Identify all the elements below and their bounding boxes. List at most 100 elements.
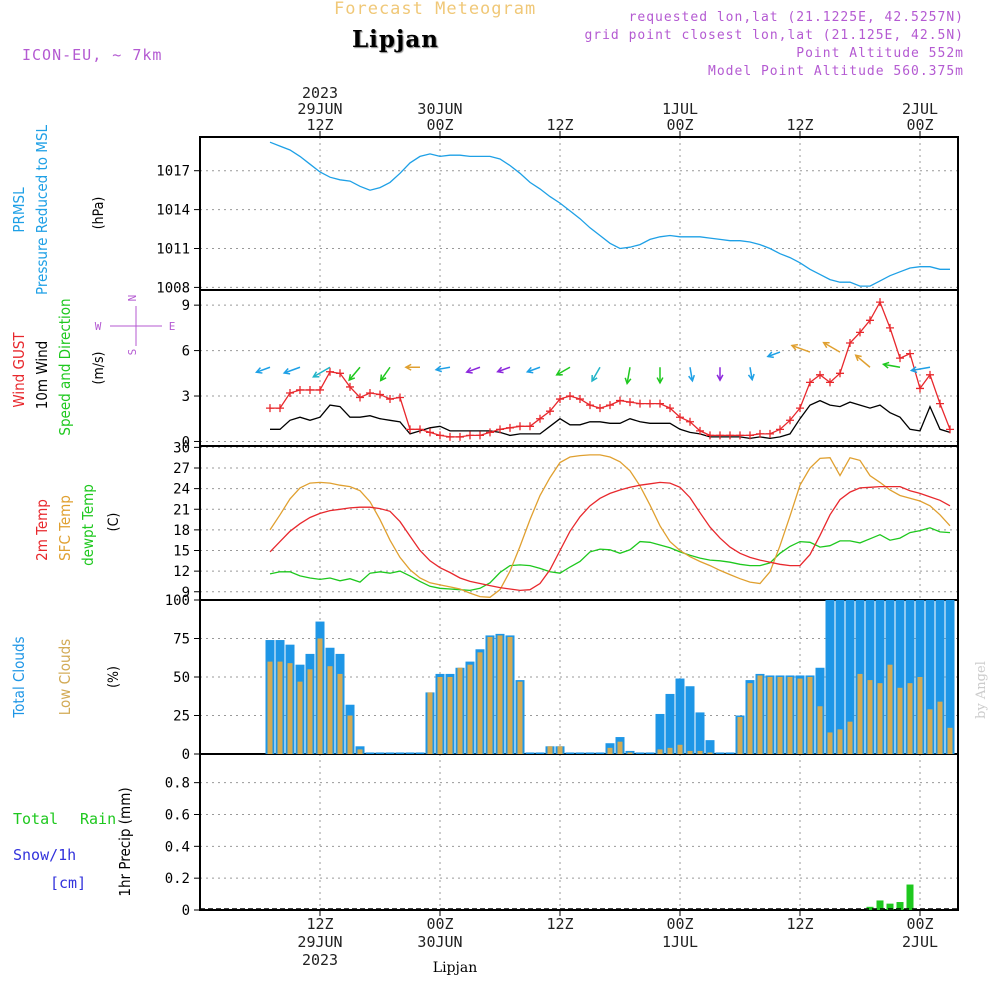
time-label-bottom: 00Z: [906, 915, 933, 933]
low-cloud-bar: [677, 744, 683, 754]
gust-marker: [736, 431, 744, 440]
gust-marker: [336, 369, 344, 378]
cloud-bars: [265, 600, 955, 754]
wind-arrow-head: [348, 374, 356, 382]
gust-marker: [476, 431, 484, 440]
low-cloud-bar: [547, 746, 553, 754]
y-tick-label: 0.8: [165, 776, 190, 792]
time-label-top: 00Z: [426, 116, 453, 134]
wind-arrow-head: [254, 367, 263, 374]
y-tick-label: 0.6: [165, 807, 190, 823]
wind-arrow-head: [656, 377, 664, 385]
time-label-bottom: 29JUN: [297, 933, 342, 951]
low-cloud-bar: [797, 678, 803, 754]
wind-arrow-head: [404, 363, 412, 371]
compass-e: E: [169, 320, 176, 333]
time-label-top: 1JUL: [662, 100, 698, 118]
time-label-bottom: 12Z: [786, 915, 813, 933]
low-cloud-bar: [887, 664, 893, 754]
low-cloud-bar: [917, 677, 923, 754]
y-tick-label: 50: [173, 670, 190, 686]
low-cloud-bar: [857, 673, 863, 754]
total-cloud-bar: [875, 600, 885, 754]
gust-marker: [416, 425, 424, 434]
total-cloud-bar: [595, 752, 605, 754]
low-cloud-bar: [627, 752, 633, 754]
low-cloud-bar: [327, 666, 333, 754]
total-cloud-bar: [415, 752, 425, 754]
wind-compass: N S W E: [95, 295, 176, 356]
wind-arrow-head: [434, 365, 443, 373]
y-tick-label: 1011: [156, 242, 190, 258]
side-label-cm: [cm]: [50, 874, 86, 892]
low-cloud-bar: [757, 675, 763, 754]
gust-marker: [676, 413, 684, 422]
wind-arrow-head: [766, 351, 774, 359]
product-title: Forecast Meteogram: [334, 0, 537, 19]
wind-arrow: [749, 367, 753, 380]
low-cloud-bar: [277, 661, 283, 754]
wind-arrow: [626, 367, 631, 384]
panel-1-frame: [199, 136, 959, 291]
wind-arrow-head: [881, 361, 890, 369]
rain-bar: [866, 906, 874, 910]
gust-marker: [686, 417, 694, 426]
gust-marker: [616, 396, 624, 405]
total-cloud-bar: [935, 600, 945, 754]
wind-arrow-head: [624, 377, 632, 386]
gust-marker: [296, 385, 304, 394]
gust-marker: [436, 431, 444, 440]
gust-marker: [656, 399, 664, 408]
y-tick-label: 3: [182, 389, 190, 405]
low-cloud-bar: [847, 721, 853, 754]
time-label-bottom: 30JUN: [417, 933, 462, 951]
gust-marker: [796, 404, 804, 413]
info-grid-point: grid point closest lon,lat (21.125E, 42.…: [584, 28, 964, 43]
gust-marker: [566, 392, 574, 401]
y-tick-label: 24: [173, 482, 190, 498]
unit-label-c: (C): [106, 513, 122, 532]
gust-marker: [946, 425, 954, 434]
wind-arrow: [767, 351, 781, 358]
time-label-bottom: 12Z: [306, 915, 333, 933]
panel-2-axis: 0 3 6 9: [182, 298, 958, 450]
unit-label-ms: (m/s): [91, 352, 107, 385]
time-label-top: 12Z: [546, 116, 573, 134]
gust-marker: [906, 349, 914, 358]
low-cloud-bar: [657, 749, 663, 754]
gust-marker: [876, 298, 884, 307]
total-cloud-bar: [695, 712, 705, 754]
low-cloud-bar: [707, 752, 713, 754]
wind-arrow-head: [525, 366, 534, 374]
y-tick-label: 0.2: [165, 871, 190, 887]
gust-marker: [866, 316, 874, 325]
time-label-top: 2023: [302, 84, 338, 102]
gust-marker: [696, 426, 704, 435]
gust-marker: [816, 370, 824, 379]
rain-bar: [876, 900, 884, 910]
gust-marker: [636, 399, 644, 408]
low-cloud-bar: [807, 677, 813, 754]
panel-1-axis: 1008 1011 1014 1017: [156, 164, 958, 296]
low-cloud-bar: [687, 750, 693, 754]
gust-marker: [836, 369, 844, 378]
wind-arrow-head: [465, 367, 473, 374]
time-label-bottom: 2JUL: [902, 933, 938, 951]
unit-label-precip: 1hr Precip (mm): [116, 787, 134, 896]
total-cloud-bar: [945, 600, 955, 754]
low-cloud-bar: [937, 701, 943, 754]
low-cloud-bar: [787, 677, 793, 754]
gust-marker: [646, 399, 654, 408]
time-label-bottom: 00Z: [666, 915, 693, 933]
wind-arrow: [497, 366, 511, 373]
total-cloud-bar: [905, 600, 915, 754]
gust-marker: [666, 404, 674, 413]
side-label-speed-direction: Speed and Direction: [56, 298, 74, 435]
y-tick-label: 25: [173, 709, 190, 725]
low-cloud-bar: [517, 681, 523, 754]
gust-marker: [456, 432, 464, 441]
wind-arrow-head: [716, 374, 724, 382]
side-label-total-clouds: Total Clouds: [10, 636, 28, 718]
gust-marker: [706, 431, 714, 440]
